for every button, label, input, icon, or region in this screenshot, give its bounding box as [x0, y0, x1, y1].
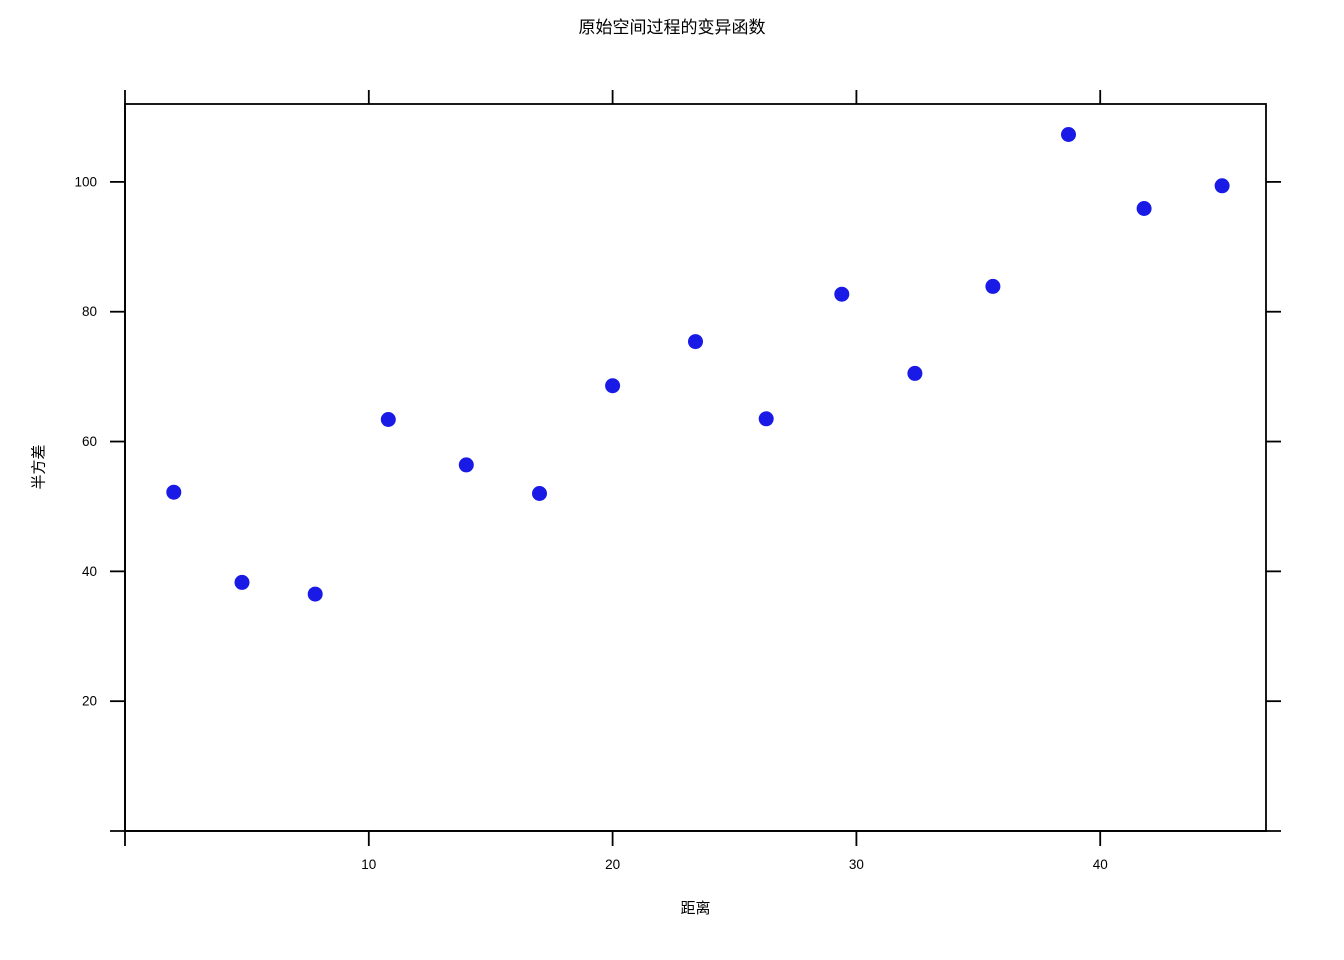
x-tick-label: 40: [1093, 857, 1108, 872]
data-point: [1136, 201, 1152, 216]
y-tick-label: 20: [82, 694, 97, 709]
plot-box: [124, 103, 1267, 832]
x-tick-label: 30: [849, 857, 864, 872]
y-tick-label: 60: [82, 434, 97, 449]
data-point: [834, 286, 850, 302]
data-point: [166, 484, 182, 500]
data-point: [758, 411, 774, 427]
data-point: [234, 574, 250, 590]
x-tick-label: 10: [361, 857, 376, 872]
x-tick-label: 20: [605, 857, 620, 872]
data-point: [985, 278, 1001, 294]
data-point: [605, 378, 621, 394]
data-point: [1214, 178, 1230, 194]
data-point: [458, 457, 474, 473]
y-axis-title: 半方差: [30, 444, 48, 490]
data-point: [1061, 127, 1076, 142]
x-axis-title: 距离: [680, 900, 711, 917]
data-point: [307, 586, 323, 602]
plot-title: 原始空间过程的变异函数: [578, 18, 766, 37]
y-tick-label: 100: [74, 174, 97, 189]
data-point: [688, 334, 703, 350]
y-tick-label: 80: [82, 304, 97, 319]
data-point: [380, 412, 396, 427]
data-point: [907, 365, 923, 381]
data-point: [532, 486, 547, 501]
y-tick-label: 40: [82, 564, 97, 579]
